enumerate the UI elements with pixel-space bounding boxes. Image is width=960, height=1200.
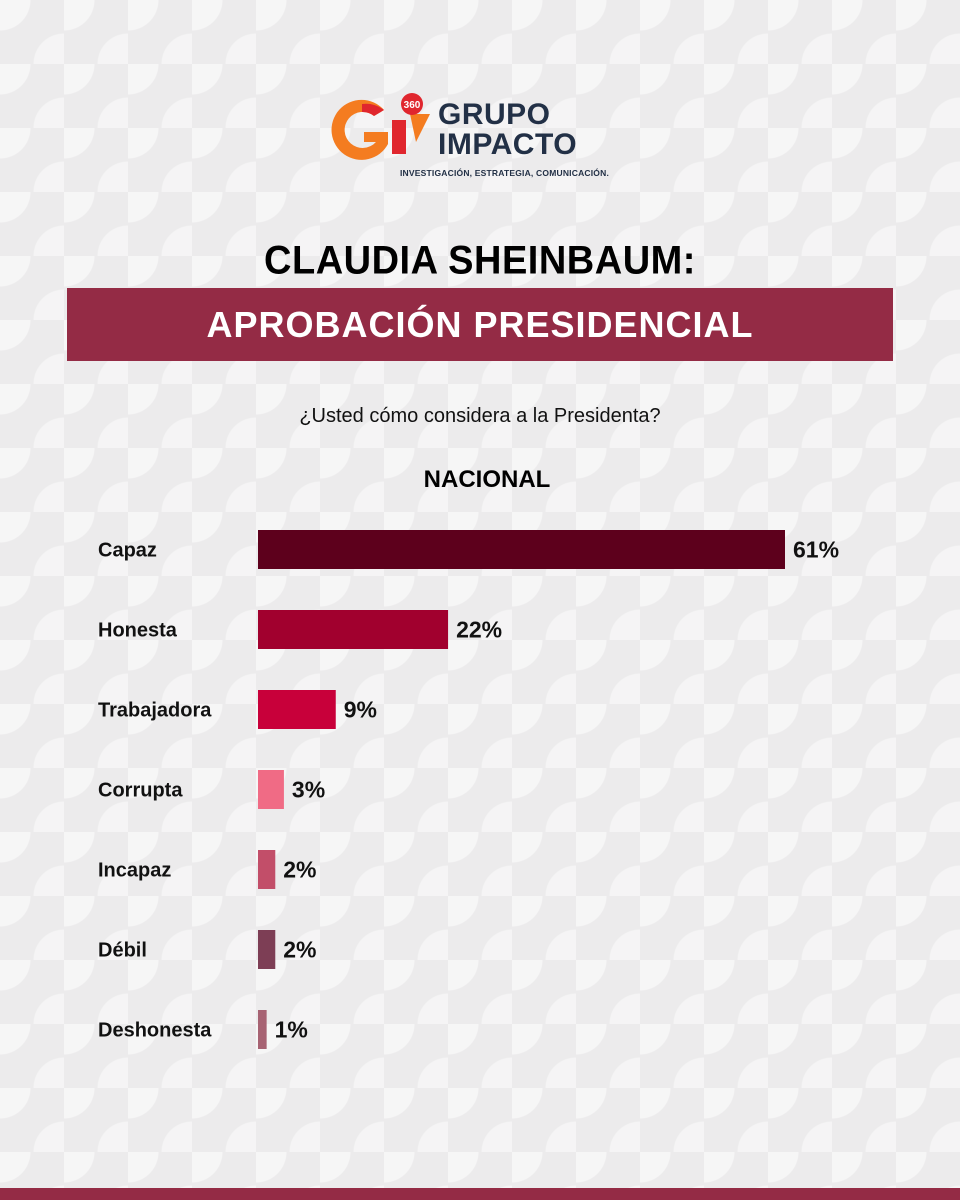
category-label: Corrupta — [98, 780, 183, 802]
value-label: 2% — [283, 937, 316, 963]
category-label: Trabajadora — [98, 700, 212, 722]
value-label: 2% — [283, 857, 316, 883]
logo-tagline: INVESTIGACIÓN, ESTRATEGIA, COMUNICACIÓN. — [400, 168, 610, 178]
logo-text-grupo: GRUPO — [438, 98, 551, 131]
footer-bar — [0, 1188, 960, 1200]
category-label: Deshonesta — [98, 1020, 212, 1042]
banner-text: APROBACIÓN PRESIDENCIAL — [206, 304, 754, 345]
page-title: CLAUDIA SHEINBAUM: — [264, 238, 696, 284]
title-banner: APROBACIÓN PRESIDENCIAL — [67, 288, 893, 361]
bar-chart: Capaz 61% Honesta 22% Trabajadora 9% Corrupta 3… — [98, 530, 839, 1049]
bar — [258, 530, 785, 569]
category-label: Incapaz — [98, 860, 171, 882]
category-label: Débil — [98, 940, 147, 962]
value-label: 22% — [456, 617, 502, 643]
category-label: Capaz — [98, 540, 157, 562]
value-label: 1% — [275, 1017, 308, 1043]
bar — [258, 850, 276, 889]
bar — [258, 770, 284, 809]
grupo-impacto-logo: 360 GRUPO IMPACTO INVESTIGACIÓN, ESTRATE… — [326, 92, 626, 184]
value-label: 3% — [292, 777, 325, 803]
bar — [258, 1010, 267, 1049]
gi-logo-mark-icon: 360 — [331, 93, 430, 160]
logo-text-impacto: IMPACTO — [438, 128, 578, 161]
category-label: Honesta — [98, 620, 178, 642]
bar — [258, 690, 336, 729]
section-label: NACIONAL — [423, 466, 551, 493]
value-label: 9% — [344, 697, 377, 723]
logo-badge: 360 — [404, 100, 421, 111]
bar — [258, 610, 449, 649]
value-label: 61% — [793, 537, 839, 563]
bar — [258, 930, 276, 969]
survey-question: ¿Usted cómo considera a la Presidenta? — [299, 405, 661, 427]
